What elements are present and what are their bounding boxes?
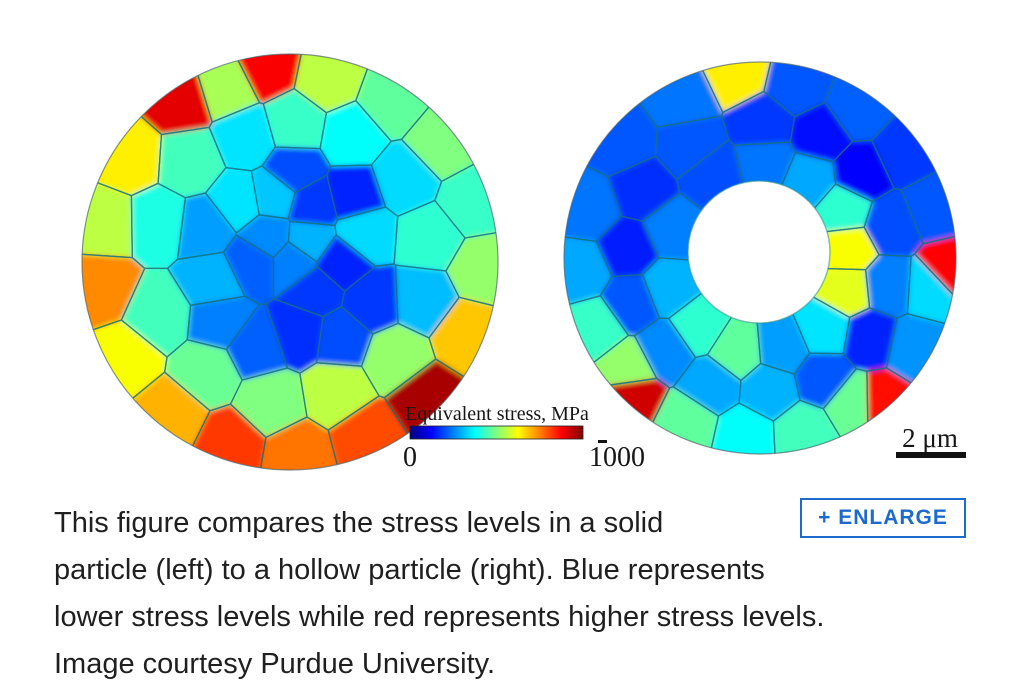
scale-bar-label: 2 μm bbox=[902, 423, 958, 453]
figure-caption: This figure compares the stress levels i… bbox=[54, 500, 1014, 686]
colorbar-tick-min: 0 bbox=[403, 442, 417, 473]
colorbar-label: Equivalent stress, MPa bbox=[405, 403, 589, 425]
colorbar-gradient bbox=[409, 425, 584, 440]
colorbar-tick-max: 1000 bbox=[589, 442, 645, 473]
solid-particle bbox=[82, 54, 498, 470]
colorbar-max-tick-mark bbox=[598, 440, 607, 443]
caption-line-1: This figure compares the stress levels i… bbox=[54, 507, 664, 539]
scale-bar: 2 μm bbox=[896, 423, 966, 458]
enlarge-button-label: + ENLARGE bbox=[818, 506, 948, 529]
stress-figure-svg: Equivalent stress, MPa 0 1000 2 μm bbox=[81, 53, 966, 473]
enlarge-button[interactable]: + ENLARGE bbox=[800, 498, 966, 538]
scale-bar-line bbox=[896, 452, 966, 458]
caption-line-4: Image courtesy Purdue University. bbox=[54, 648, 496, 680]
solid-particle-outline bbox=[81, 53, 499, 471]
caption-line-3: lower stress levels while red represents… bbox=[54, 601, 825, 633]
hollow-particle-outline bbox=[563, 61, 957, 455]
stress-figure: Equivalent stress, MPa 0 1000 2 μm bbox=[81, 53, 966, 473]
colorbar: Equivalent stress, MPa 0 1000 bbox=[403, 403, 645, 473]
caption-line-2: particle (left) to a hollow particle (ri… bbox=[54, 554, 765, 586]
hollow-particle-hole bbox=[687, 180, 831, 324]
